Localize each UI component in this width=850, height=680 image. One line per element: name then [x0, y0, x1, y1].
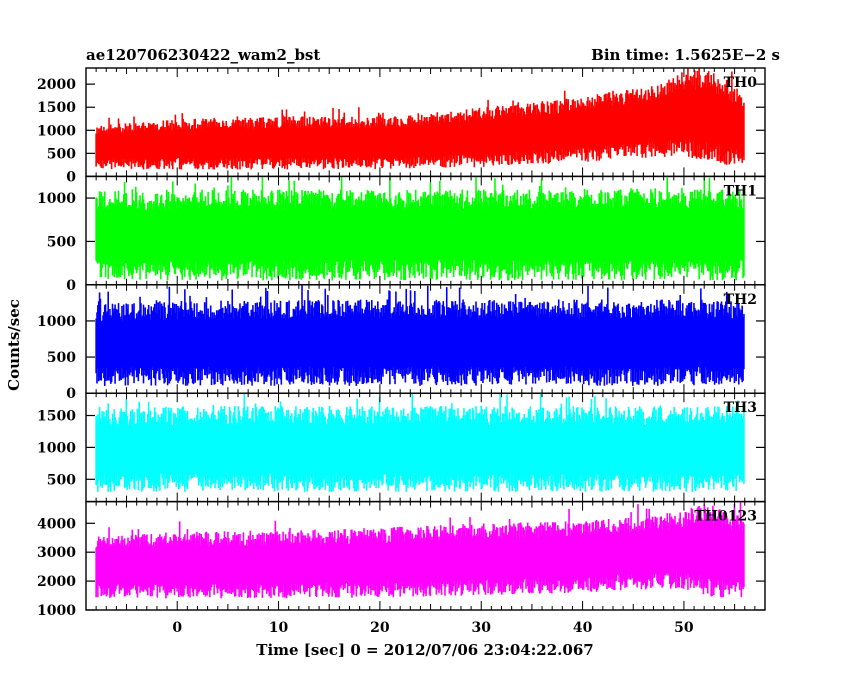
x-tick-label: 50 — [674, 620, 694, 636]
panel-label-th1: TH1 — [724, 183, 757, 199]
panel-label-th3: TH3 — [724, 400, 757, 416]
y-tick-label: 1500 — [37, 100, 76, 116]
panel-th2: 0 500 1000 TH2 — [37, 284, 766, 402]
panel-frame — [85, 500, 766, 611]
panel-th3: 500 1000 1500 TH3 — [37, 392, 766, 503]
y-tick-label: 1000 — [37, 191, 76, 207]
y-tick-label: 3000 — [37, 545, 76, 561]
x-tick-label: 0 — [172, 620, 182, 636]
panel-label-th0: TH0 — [724, 75, 758, 91]
panel-th0123: 1000 2000 3000 4000 TH0123 — [37, 500, 766, 619]
series-trace-th0123 — [95, 502, 745, 599]
y-tick-label: 1000 — [37, 123, 76, 139]
y-tick-label: 2000 — [37, 77, 76, 93]
chart-title: ae120706230422_wam2_bst — [86, 46, 320, 64]
panel-th1: 0 500 1000 TH1 — [37, 175, 766, 294]
y-tick-label: 500 — [47, 472, 76, 488]
y-tick-label: 1500 — [37, 409, 76, 425]
series-trace-th2 — [95, 284, 745, 386]
y-tick-label: 4000 — [37, 516, 76, 532]
y-axis-label: Counts/sec — [5, 299, 23, 391]
panel-label-th0123: TH0123 — [694, 509, 757, 525]
panel-th0: 0 500 1000 1500 2000 TH0 — [37, 67, 766, 185]
panel-label-th2: TH2 — [724, 292, 757, 308]
y-tick-label: 1000 — [37, 314, 76, 330]
y-tick-label: 500 — [47, 234, 76, 250]
y-tick-label: 1000 — [37, 440, 76, 456]
series-trace-th1 — [95, 176, 745, 281]
y-tick-label: 0 — [66, 386, 76, 402]
x-tick-label: 10 — [269, 620, 289, 636]
x-tick-label: 30 — [471, 620, 491, 636]
x-tick-label: 40 — [573, 620, 593, 636]
series-trace-th3 — [95, 393, 745, 492]
bin-time-label: Bin time: 1.5625E−2 s — [591, 46, 780, 64]
y-tick-label: 500 — [47, 146, 76, 162]
y-tick-label: 0 — [66, 278, 76, 294]
series-trace-th0 — [95, 68, 745, 170]
y-tick-label: 2000 — [37, 574, 76, 590]
x-tick-label: 20 — [370, 620, 390, 636]
y-tick-label: 500 — [47, 350, 76, 366]
y-tick-label: 1000 — [37, 603, 76, 619]
y-tick-label: 0 — [66, 169, 76, 185]
x-axis-label: Time [sec] 0 = 2012/07/06 23:04:22.067 — [256, 641, 593, 659]
